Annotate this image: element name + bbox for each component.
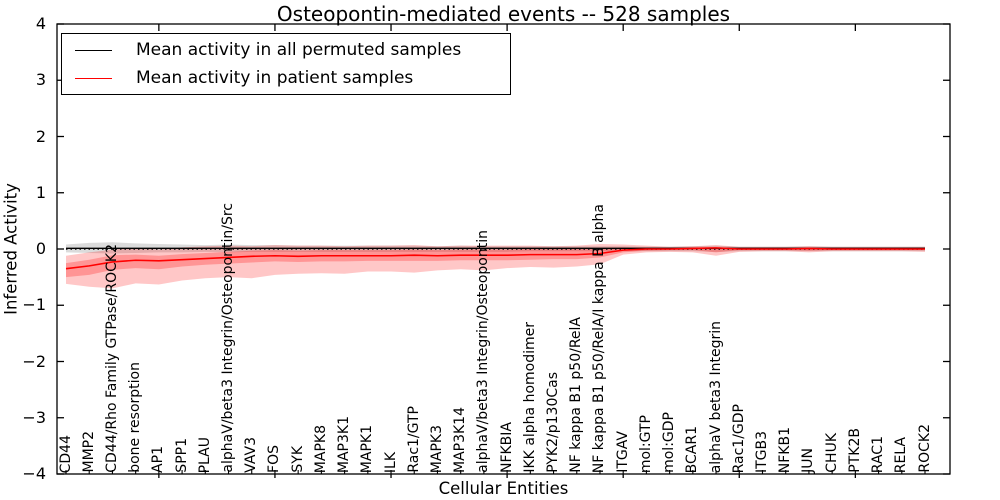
legend-black-line-icon	[75, 49, 112, 51]
legend-label-patient: Mean activity in patient samples	[136, 68, 414, 88]
y-tick-label: 1	[35, 182, 46, 202]
y-tick-label: 0	[35, 239, 46, 258]
patient-mean-line	[65, 247, 925, 270]
y-tick-label: −4	[22, 464, 46, 483]
legend-item-patient: Mean activity in patient samples	[75, 68, 510, 88]
y-tick-label: −2	[22, 351, 46, 371]
x-axis-label: Cellular Entities	[438, 479, 569, 498]
y-tick-label: −3	[22, 407, 46, 427]
band-patient-inner	[66, 247, 925, 278]
y-tick-labels: −4 −3 −2 −1 0 1 2 3 4	[0, 0, 46, 500]
legend: Mean activity in all permuted samples Me…	[61, 33, 511, 95]
y-tick-label: −1	[22, 295, 46, 315]
legend-item-permuted: Mean activity in all permuted samples	[75, 40, 510, 60]
band-patient-outer	[66, 243, 925, 289]
chart-title: Osteopontin-mediated events -- 528 sampl…	[276, 2, 731, 26]
y-tick-label: 2	[35, 126, 46, 146]
legend-red-line-icon	[75, 77, 112, 79]
legend-label-permuted: Mean activity in all permuted samples	[136, 40, 462, 60]
y-tick-label: 4	[35, 14, 46, 33]
y-tick-label: 3	[35, 70, 46, 90]
